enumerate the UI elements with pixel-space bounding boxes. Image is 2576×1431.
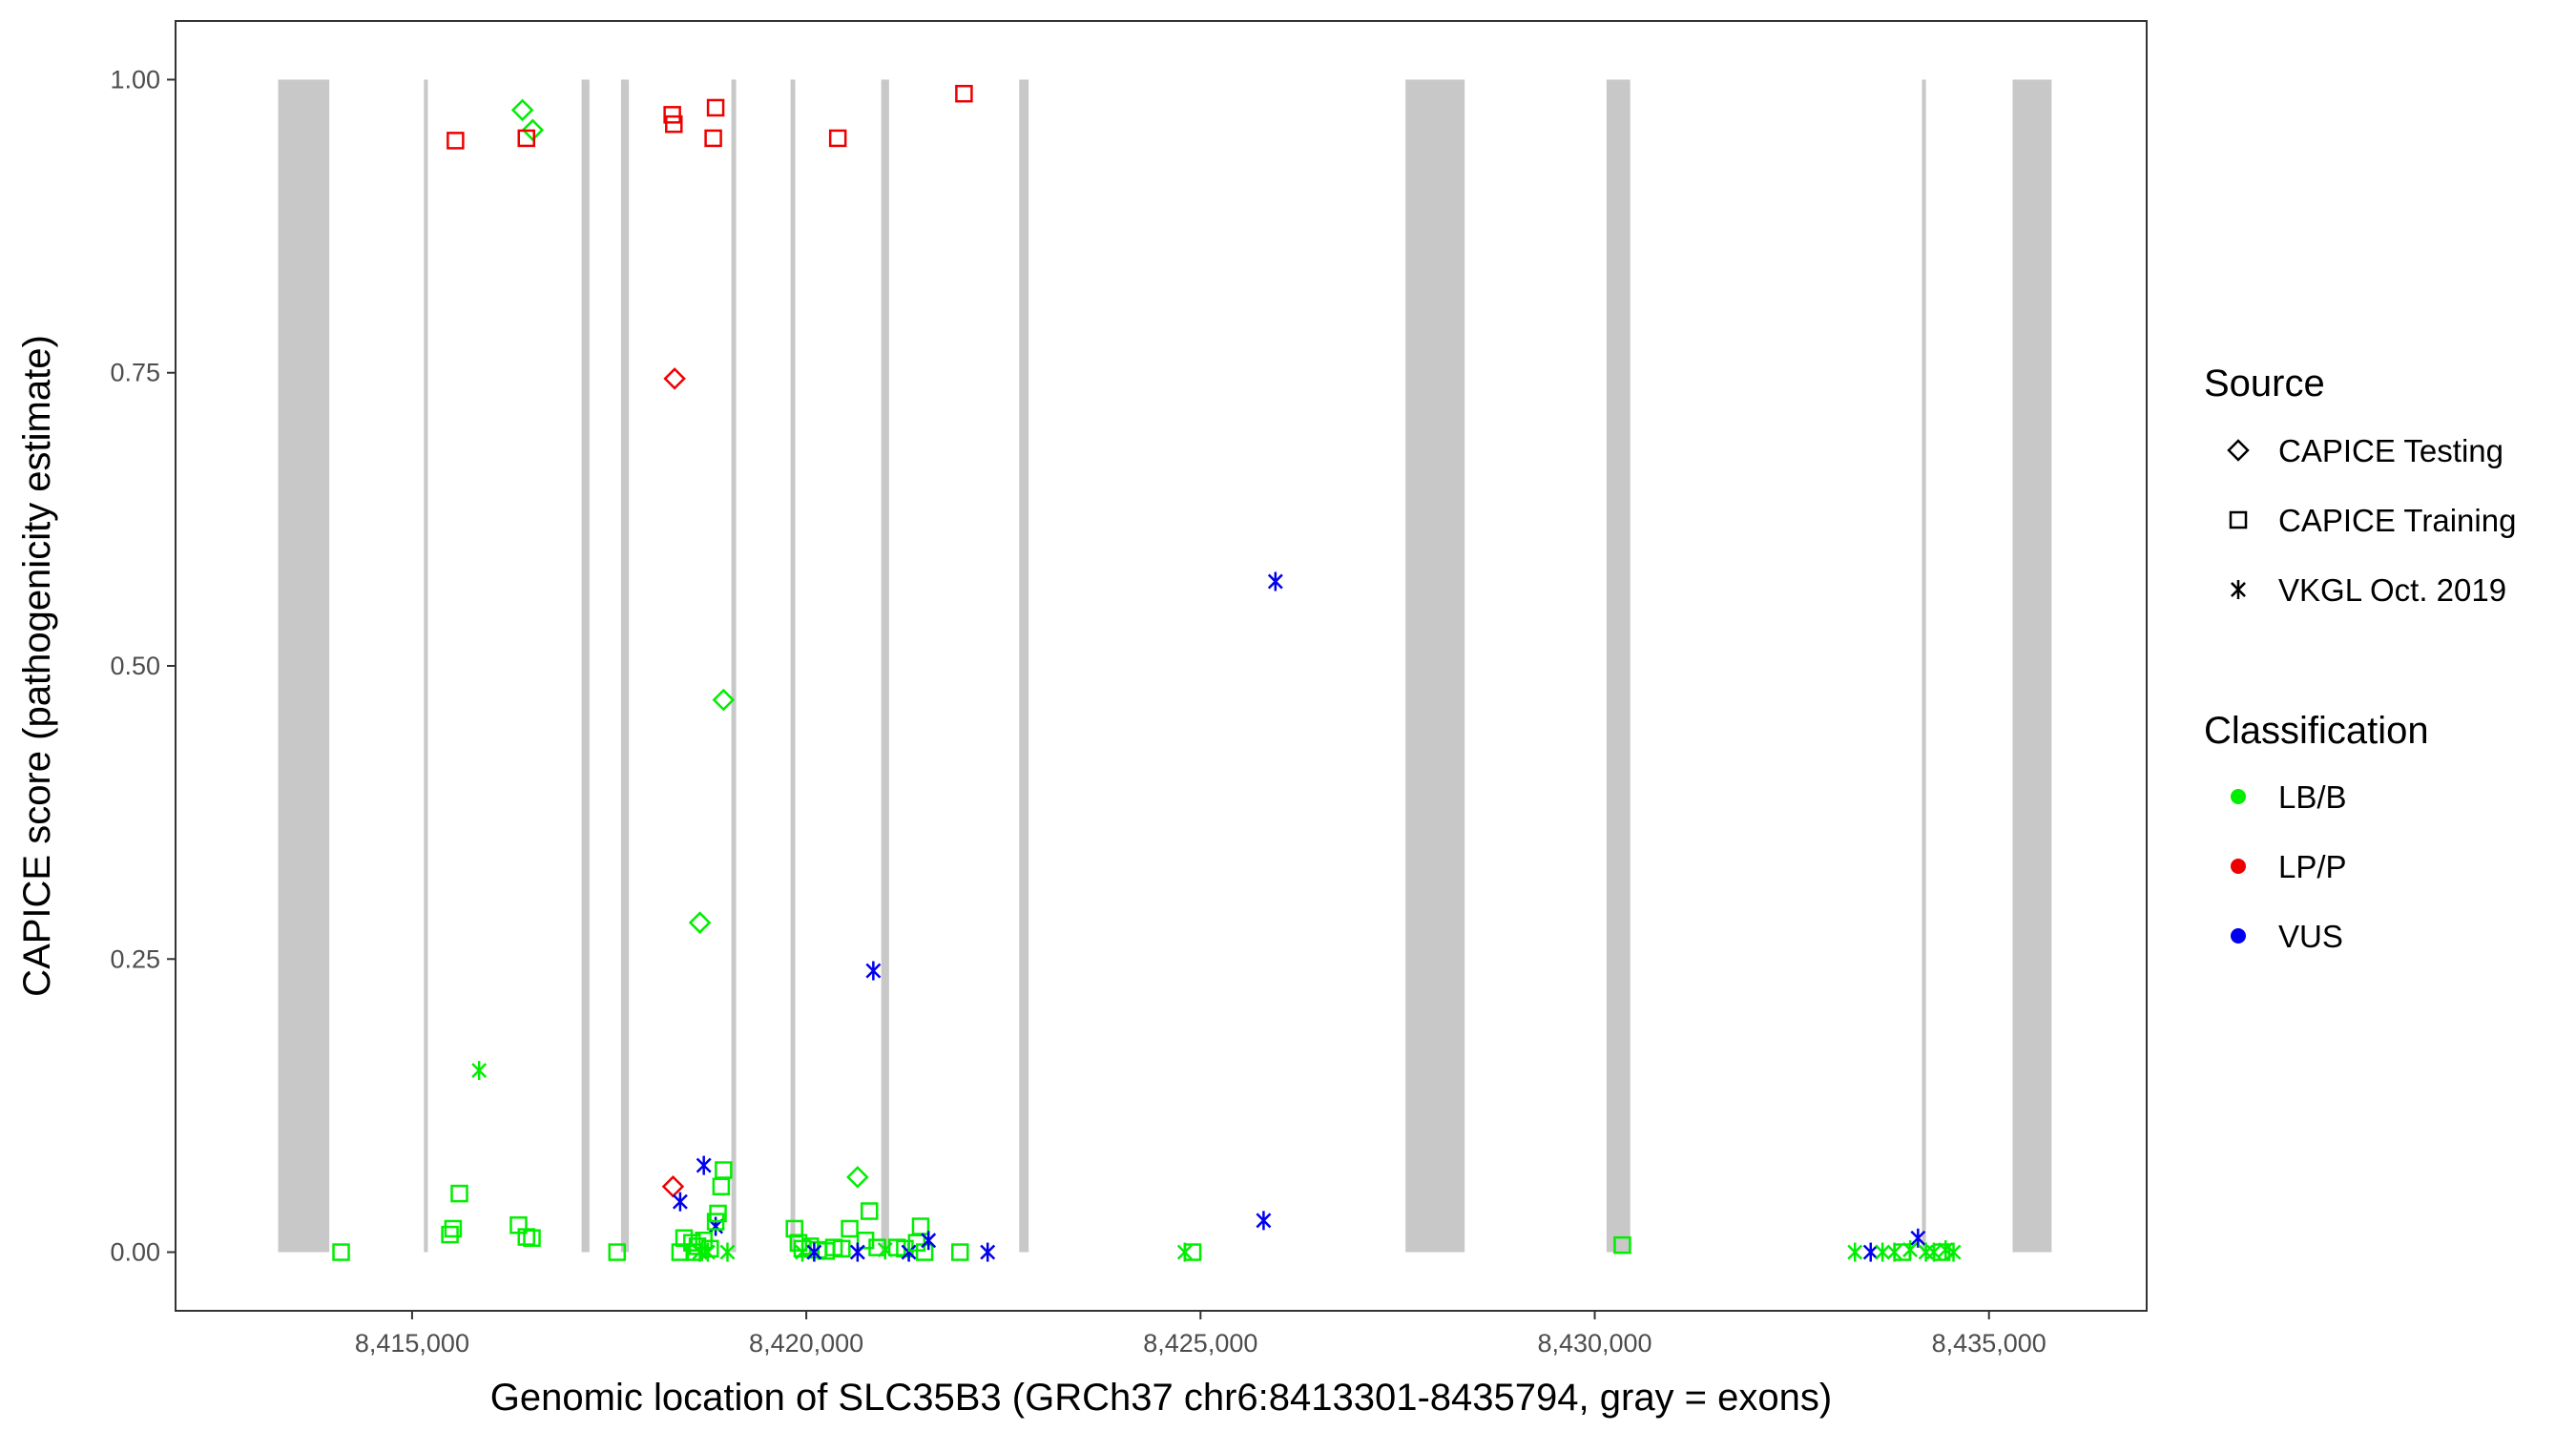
data-point — [712, 1177, 731, 1195]
data-point — [665, 114, 683, 134]
exon-band — [2012, 79, 2052, 1253]
x-tick-label: 8,425,000 — [1143, 1329, 1257, 1358]
data-point — [471, 1061, 488, 1081]
exon-band — [790, 79, 796, 1253]
data-point — [1183, 1243, 1202, 1261]
exon-band — [1019, 79, 1029, 1253]
data-point — [828, 129, 847, 148]
legend-class-label: LP/P — [2278, 849, 2347, 884]
y-tick-label: 0.50 — [110, 652, 160, 680]
data-point — [841, 1219, 859, 1238]
exon-band — [1606, 79, 1631, 1253]
data-point — [1847, 1242, 1863, 1262]
exon-band — [620, 79, 630, 1253]
data-point — [696, 1155, 712, 1175]
data-point — [849, 1242, 865, 1262]
exon-band — [278, 79, 330, 1253]
data-point — [712, 688, 736, 712]
data-point — [510, 98, 534, 122]
data-point — [719, 1242, 736, 1262]
legend-key-asterisk — [2231, 580, 2246, 599]
data-point — [865, 961, 882, 981]
data-point — [1256, 1211, 1272, 1231]
data-point — [1267, 571, 1283, 591]
legend-classification-title: Classification — [2204, 710, 2429, 752]
exon-bands — [278, 79, 2052, 1253]
exon-band — [424, 79, 428, 1253]
legend-source-items: CAPICE Testing CAPICE Training VKGL Oct. 2… — [2227, 433, 2516, 608]
data-points — [332, 84, 1962, 1262]
data-point — [951, 1243, 969, 1261]
data-point — [785, 1219, 803, 1238]
data-point — [672, 1192, 688, 1212]
legend-key-dot — [2231, 859, 2246, 874]
exon-band — [1405, 79, 1465, 1253]
data-point — [1902, 1240, 1919, 1260]
legend-source-label: CAPICE Training — [2278, 503, 2516, 538]
y-tick-label: 0.25 — [110, 944, 160, 973]
x-axis-title: Genomic location of SLC35B3 (GRCh37 chr6… — [490, 1377, 1832, 1419]
data-point — [1862, 1242, 1879, 1262]
legend-key-diamond — [2227, 439, 2250, 462]
data-point — [704, 129, 722, 148]
data-point — [795, 1242, 810, 1262]
exon-band — [1922, 79, 1926, 1253]
data-point — [332, 1243, 350, 1261]
x-tick-label: 8,430,000 — [1537, 1329, 1652, 1358]
data-point — [1945, 1242, 1962, 1262]
data-point — [663, 106, 681, 124]
legend-class-label: VUS — [2278, 919, 2343, 954]
data-point — [921, 1231, 937, 1251]
legend-class-items: LB/B LP/P VUS — [2231, 779, 2347, 954]
data-point — [846, 1166, 869, 1189]
legend-source-label: CAPICE Testing — [2278, 433, 2503, 468]
y-axis-title: CAPICE score (pathogenicity estimate) — [16, 335, 58, 997]
data-point — [833, 1239, 851, 1258]
legend-key-dot — [2231, 928, 2246, 944]
data-point — [444, 1219, 463, 1238]
data-point — [521, 118, 545, 142]
x-tick-label: 8,435,000 — [1932, 1329, 2046, 1358]
legend-class-label: LB/B — [2278, 779, 2347, 815]
data-point — [447, 132, 465, 150]
x-tick-label: 8,415,000 — [355, 1329, 469, 1358]
y-axis: 0.00 0.25 0.50 0.75 1.00 — [110, 65, 176, 1267]
data-point — [706, 1213, 725, 1231]
legend: Source CAPICE Testing CAPICE Training VKGL… — [2204, 363, 2516, 954]
legend-source-title: Source — [2204, 363, 2325, 404]
exon-band — [731, 79, 737, 1253]
data-point — [523, 1229, 541, 1248]
data-point — [806, 1242, 822, 1262]
data-point — [688, 911, 712, 934]
data-point — [860, 1202, 879, 1220]
data-point — [1613, 1235, 1631, 1255]
data-point — [517, 129, 535, 148]
exon-band — [881, 79, 889, 1253]
data-point — [699, 1242, 716, 1262]
data-point — [1910, 1228, 1926, 1248]
x-axis: 8,415,000 8,420,000 8,425,000 8,430,000 8,43… — [355, 1311, 2046, 1358]
legend-key-square — [2229, 510, 2248, 529]
exon-band — [581, 79, 590, 1253]
data-point — [441, 1225, 459, 1244]
data-point — [608, 1243, 627, 1261]
data-point — [706, 98, 725, 117]
data-point — [685, 1243, 704, 1261]
data-point — [980, 1242, 996, 1262]
y-tick-label: 1.00 — [110, 65, 160, 93]
data-point — [450, 1184, 468, 1203]
data-point — [789, 1234, 808, 1252]
y-tick-label: 0.75 — [110, 359, 160, 387]
legend-source-label: VKGL Oct. 2019 — [2278, 572, 2506, 608]
x-tick-label: 8,420,000 — [749, 1329, 863, 1358]
y-tick-label: 0.00 — [110, 1238, 160, 1267]
data-point — [955, 84, 973, 103]
data-point — [1875, 1242, 1891, 1262]
legend-key-dot — [2231, 789, 2246, 804]
data-point — [663, 367, 686, 390]
